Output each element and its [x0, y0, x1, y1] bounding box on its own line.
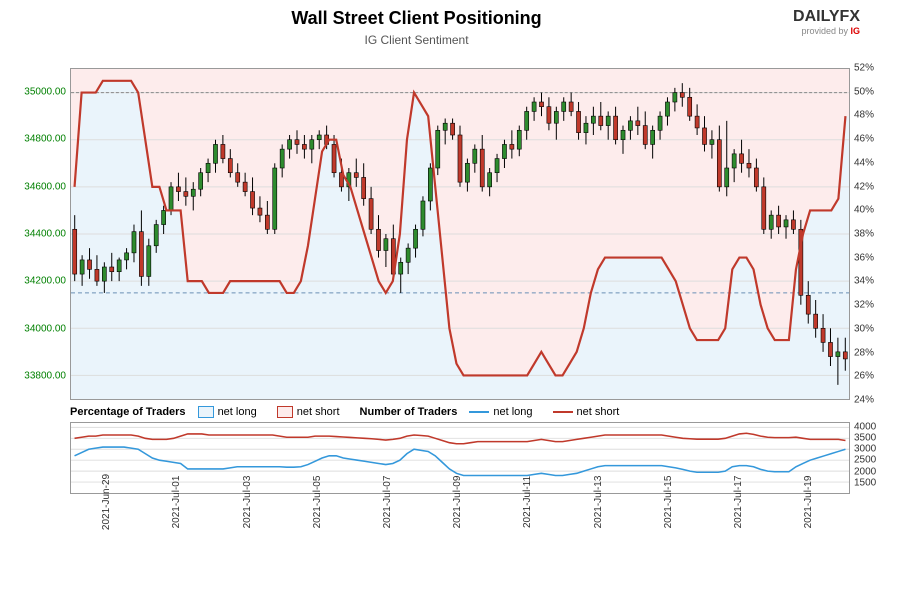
main-chart	[70, 68, 850, 400]
provider-logo: DAILYFX provided by IG	[793, 8, 860, 36]
legend-num-netlong: net long	[469, 406, 532, 418]
y-axis-right-pct: 24%26%28%30%32%34%36%38%40%42%44%46%48%5…	[852, 68, 898, 400]
y-axis-lower-right: 150020002500300035004000	[852, 422, 898, 494]
logo-main-text: DAILYFX	[793, 8, 860, 26]
chart-subtitle: IG Client Sentiment	[40, 33, 793, 47]
legend-num-title: Number of Traders	[360, 406, 458, 418]
legend-pct-netlong: net long	[198, 406, 257, 418]
legend-num-netshort: net short	[553, 406, 620, 418]
y-axis-left-price: 33800.0034000.0034200.0034400.0034600.00…	[10, 68, 68, 400]
chart-title: Wall Street Client Positioning	[40, 8, 793, 29]
x-axis: 2021-Jun-292021-Jul-012021-Jul-032021-Ju…	[70, 498, 850, 590]
legend-pct-netshort: net short	[277, 406, 340, 418]
legend: Percentage of Traders net long net short…	[70, 404, 850, 420]
legend-pct-title: Percentage of Traders	[70, 406, 186, 418]
logo-sub-text: provided by IG	[793, 26, 860, 36]
